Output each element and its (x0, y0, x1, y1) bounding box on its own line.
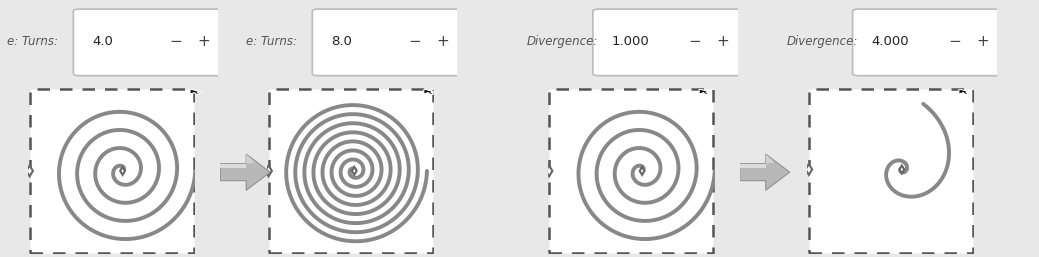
Text: +: + (436, 33, 449, 49)
Polygon shape (352, 167, 356, 175)
Polygon shape (545, 166, 553, 176)
Polygon shape (26, 166, 33, 176)
Polygon shape (640, 167, 644, 175)
Text: 4.0: 4.0 (92, 34, 113, 48)
FancyBboxPatch shape (809, 89, 973, 253)
FancyBboxPatch shape (784, 8, 997, 77)
Polygon shape (190, 89, 203, 95)
FancyBboxPatch shape (244, 8, 457, 77)
Polygon shape (740, 164, 766, 168)
Text: −: − (169, 33, 182, 49)
Text: e: Turns:: e: Turns: (7, 34, 58, 48)
Polygon shape (900, 166, 904, 173)
Text: +: + (717, 33, 729, 49)
FancyBboxPatch shape (5, 8, 218, 77)
Polygon shape (740, 154, 790, 190)
Polygon shape (699, 89, 712, 95)
Polygon shape (424, 89, 436, 95)
Text: 8.0: 8.0 (331, 34, 352, 48)
Text: 4.000: 4.000 (872, 34, 909, 48)
Polygon shape (766, 154, 775, 164)
Text: 1.000: 1.000 (612, 34, 649, 48)
FancyBboxPatch shape (525, 8, 738, 77)
Polygon shape (220, 164, 246, 168)
Polygon shape (959, 89, 971, 95)
FancyBboxPatch shape (853, 9, 1002, 76)
Text: Divergence:: Divergence: (527, 34, 598, 48)
FancyBboxPatch shape (593, 9, 742, 76)
Text: −: − (689, 33, 701, 49)
Text: +: + (197, 33, 210, 49)
Text: e: Turns:: e: Turns: (246, 34, 297, 48)
Polygon shape (121, 167, 125, 175)
Text: +: + (977, 33, 989, 49)
Polygon shape (220, 154, 270, 190)
Polygon shape (265, 166, 272, 176)
FancyBboxPatch shape (550, 89, 713, 253)
Text: −: − (408, 33, 421, 49)
Polygon shape (805, 164, 812, 175)
Text: Divergence:: Divergence: (787, 34, 858, 48)
Polygon shape (246, 154, 256, 164)
FancyBboxPatch shape (30, 89, 193, 253)
FancyBboxPatch shape (313, 9, 461, 76)
Text: −: − (949, 33, 961, 49)
FancyBboxPatch shape (74, 9, 222, 76)
FancyBboxPatch shape (269, 89, 432, 253)
